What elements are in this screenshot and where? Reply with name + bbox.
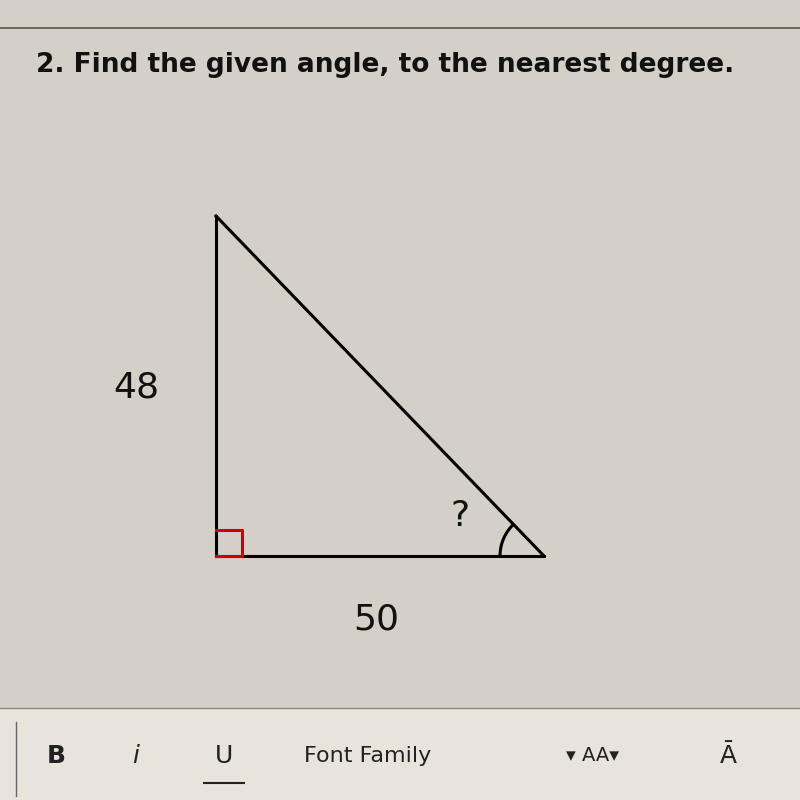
Text: ▾ AA▾: ▾ AA▾ — [566, 746, 618, 766]
Text: Font Family: Font Family — [304, 746, 432, 766]
Text: U: U — [215, 744, 233, 768]
Text: Ā: Ā — [719, 744, 737, 768]
Text: 50: 50 — [353, 603, 399, 637]
Bar — [0, 708, 800, 800]
Text: i: i — [133, 744, 139, 768]
Text: B: B — [46, 744, 66, 768]
Text: 2. Find the given angle, to the nearest degree.: 2. Find the given angle, to the nearest … — [36, 52, 734, 78]
Text: 48: 48 — [113, 371, 159, 405]
Text: ?: ? — [450, 499, 470, 533]
